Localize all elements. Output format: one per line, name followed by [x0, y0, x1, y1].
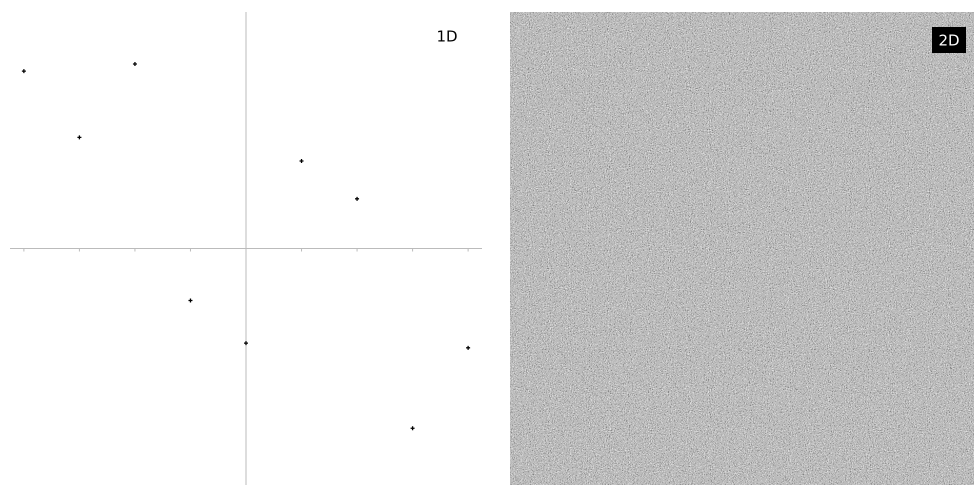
- point: [21, 69, 26, 74]
- noise-image: [510, 12, 974, 485]
- point: [77, 135, 82, 140]
- image-title: 2D: [938, 32, 959, 50]
- point: [132, 62, 137, 67]
- point: [299, 158, 304, 163]
- point: [410, 426, 415, 431]
- point: [188, 298, 193, 303]
- point: [244, 341, 248, 346]
- point: [355, 196, 360, 201]
- label-background: [932, 27, 966, 53]
- chart-title: 1D: [436, 28, 457, 46]
- point: [466, 345, 471, 350]
